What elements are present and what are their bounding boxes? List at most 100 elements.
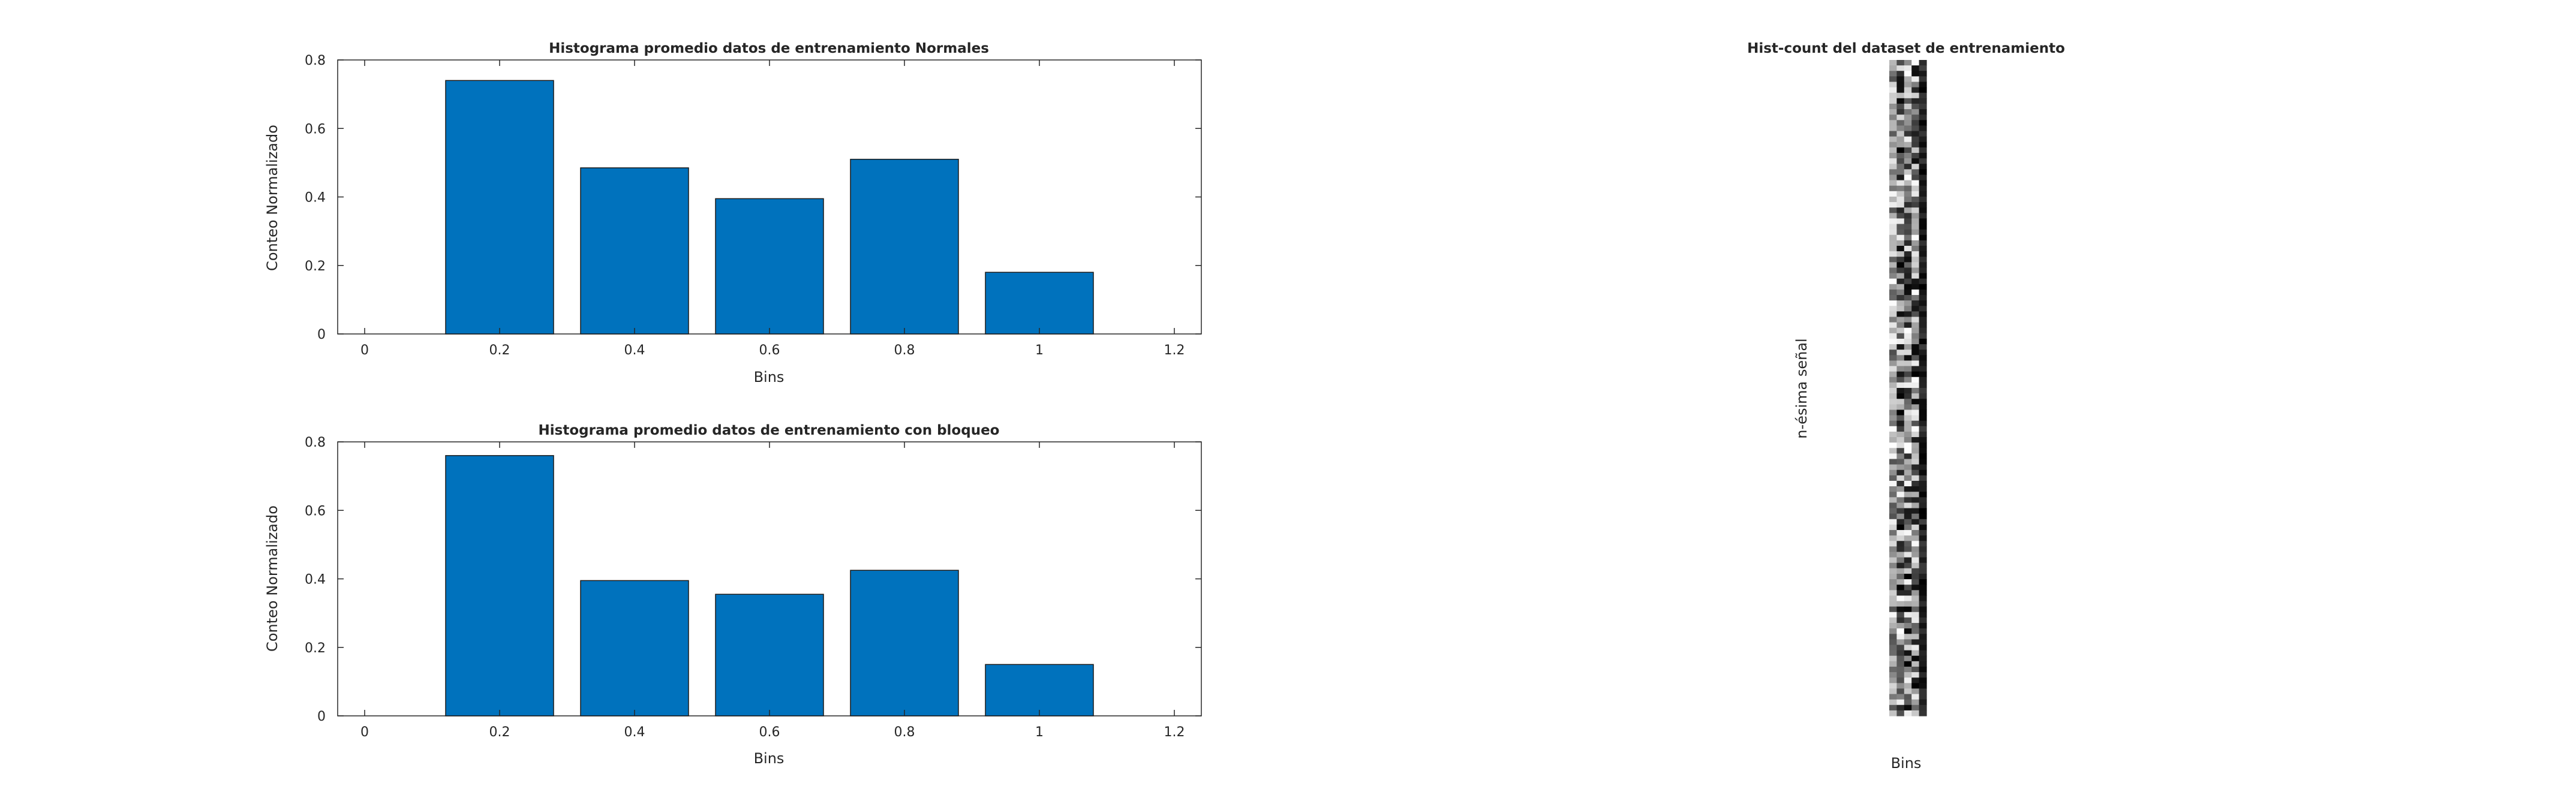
bar: [715, 594, 824, 716]
heatmap-cell: [1911, 377, 1920, 383]
heatmap-cell: [1904, 612, 1912, 618]
bar: [985, 664, 1094, 716]
heatmap-cell: [1896, 585, 1905, 591]
x-tick-label: 0.6: [759, 343, 780, 358]
heatmap-cell: [1896, 426, 1905, 432]
heatmap-cell: [1911, 262, 1920, 269]
heatmap-cell: [1911, 393, 1920, 399]
heatmap-cell: [1896, 257, 1905, 263]
heatmap-cell: [1889, 196, 1897, 203]
heatmap-cell: [1911, 448, 1920, 454]
heatmap-cell: [1904, 289, 1912, 296]
heatmap-cell: [1896, 639, 1905, 646]
heatmap-cell: [1911, 426, 1920, 432]
heatmap-cell: [1896, 541, 1905, 547]
heatmap-cell: [1911, 645, 1920, 651]
heatmap-cell: [1911, 628, 1920, 634]
heatmap-cell: [1911, 322, 1920, 329]
heatmap-cell: [1889, 131, 1897, 137]
heatmap-cell: [1904, 344, 1912, 350]
heatmap-cell: [1904, 415, 1912, 421]
heatmap-cell: [1889, 136, 1897, 143]
heatmap-cell: [1919, 393, 1927, 399]
heatmap-cell: [1919, 147, 1927, 153]
heatmap-cell: [1896, 393, 1905, 399]
heatmap-cell: [1896, 136, 1905, 143]
heatmap-cell: [1911, 623, 1920, 629]
heatmap-cell: [1911, 273, 1920, 279]
heatmap-cell: [1904, 590, 1912, 597]
heatmap-cell: [1896, 431, 1905, 438]
heatmap-cell: [1904, 196, 1912, 203]
heatmap-cell: [1919, 409, 1927, 416]
y-axis-label: n-ésima señal: [1793, 338, 1810, 438]
heatmap-cell: [1896, 677, 1905, 683]
heatmap-cell: [1896, 196, 1905, 203]
heatmap-cell: [1904, 502, 1912, 509]
heatmap-cell: [1904, 519, 1912, 525]
heatmap-cell: [1919, 650, 1927, 657]
heatmap-cell: [1889, 546, 1897, 553]
heatmap-cell: [1911, 513, 1920, 520]
heatmap-cell: [1919, 666, 1927, 673]
heatmap-cell: [1896, 202, 1905, 208]
bar: [445, 455, 554, 716]
heatmap-cell: [1904, 672, 1912, 678]
heatmap-cell: [1911, 278, 1920, 285]
heatmap-cell: [1919, 125, 1927, 132]
heatmap-cell: [1919, 174, 1927, 181]
heatmap-cell: [1904, 606, 1912, 613]
heatmap-cell: [1904, 541, 1912, 547]
heatmap-cell: [1904, 683, 1912, 689]
heatmap-cell: [1919, 115, 1927, 121]
heatmap-cell: [1896, 169, 1905, 176]
bar: [580, 580, 689, 716]
heatmap-cell: [1919, 267, 1927, 274]
heatmap-cell: [1889, 355, 1897, 362]
heatmap-cell: [1911, 245, 1920, 252]
heatmap-cell: [1911, 152, 1920, 159]
heatmap-cell: [1889, 174, 1897, 181]
heatmap-cell: [1919, 601, 1927, 607]
heatmap-cell: [1919, 502, 1927, 509]
y-tick-label: 0: [317, 709, 326, 724]
y-tick-label: 0.6: [305, 122, 326, 137]
heatmap-cell: [1911, 191, 1920, 197]
heatmap-cell: [1911, 694, 1920, 700]
heatmap-cell: [1904, 617, 1912, 624]
heatmap-cell: [1904, 295, 1912, 301]
heatmap-cell: [1889, 213, 1897, 219]
y-tick-label: 0.4: [305, 573, 326, 588]
heatmap-cell: [1889, 120, 1897, 126]
heatmap-cell: [1889, 98, 1897, 104]
heatmap-cell: [1896, 388, 1905, 394]
heatmap-cell: [1889, 65, 1897, 71]
heatmap-cell: [1911, 617, 1920, 624]
heatmap-cell: [1911, 661, 1920, 667]
x-tick-label: 1.2: [1164, 725, 1185, 740]
heatmap-cell: [1896, 87, 1905, 94]
heatmap-cell: [1919, 590, 1927, 597]
heatmap-cell: [1904, 585, 1912, 591]
heatmap-cell: [1919, 519, 1927, 525]
heatmap-cell: [1911, 453, 1920, 460]
heatmap-cell: [1911, 655, 1920, 662]
heatmap-cell: [1889, 366, 1897, 372]
heatmap-cell: [1896, 415, 1905, 421]
heatmap-cell: [1904, 273, 1912, 279]
heatmap-cell: [1911, 469, 1920, 476]
heatmap-cell: [1896, 131, 1905, 137]
heatmap-cell: [1896, 486, 1905, 492]
heatmap-cell: [1896, 420, 1905, 427]
heatmap-cell: [1889, 650, 1897, 657]
heatmap-cell: [1896, 634, 1905, 640]
heatmap-cell: [1919, 87, 1927, 94]
heatmap-cell: [1911, 557, 1920, 564]
heatmap-cell: [1911, 267, 1920, 274]
heatmap-cell: [1896, 98, 1905, 104]
y-tick-label: 0.6: [305, 504, 326, 519]
heatmap-cell: [1896, 141, 1905, 148]
heatmap-cell: [1919, 120, 1927, 126]
heatmap-cell: [1896, 306, 1905, 312]
heatmap-cell: [1919, 382, 1927, 389]
